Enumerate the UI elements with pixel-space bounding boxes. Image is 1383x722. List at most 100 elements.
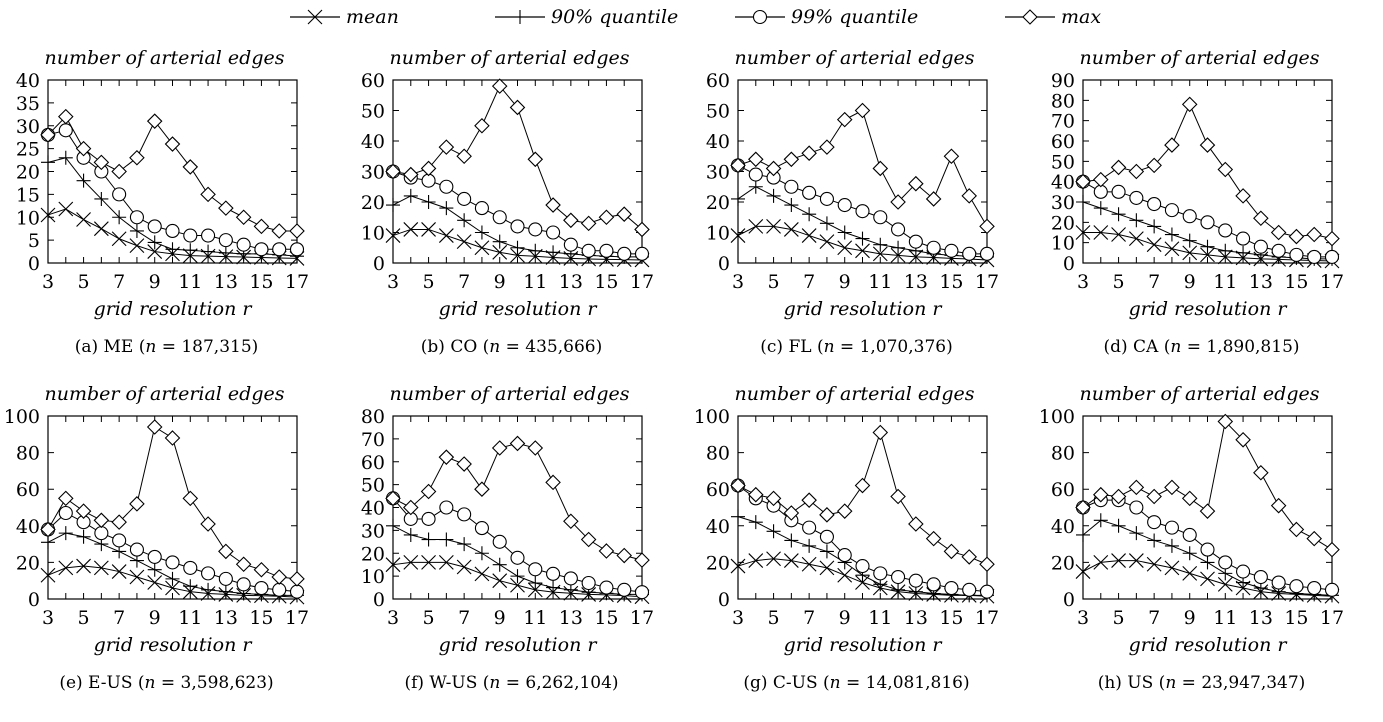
x-tick-label: 5 bbox=[768, 607, 780, 629]
x-tick-label: 9 bbox=[494, 607, 506, 629]
data-point-circle bbox=[1253, 239, 1268, 254]
chart-panel-e-us: number of arterial edges 0 20 40 60 80 100 3 5 7 9… bbox=[0, 370, 345, 722]
data-point-diamond bbox=[961, 549, 977, 565]
data-point-diamond bbox=[961, 188, 977, 204]
data-point-diamond bbox=[385, 490, 401, 507]
data-point-circle bbox=[748, 167, 763, 182]
data-point-plus bbox=[403, 527, 418, 542]
data-point-plus bbox=[403, 188, 418, 203]
data-point-plus bbox=[748, 515, 763, 530]
data-point-plus bbox=[1147, 533, 1162, 548]
panel-caption: (d) CA (n = 1,890,815) bbox=[1103, 337, 1299, 357]
data-point-x bbox=[872, 246, 888, 262]
data-point-diamond bbox=[1253, 210, 1269, 227]
data-point-circle bbox=[129, 210, 144, 225]
data-point-circle bbox=[908, 234, 923, 249]
y-tick-label: 35 bbox=[16, 93, 40, 115]
legend-label: 90% quantile bbox=[551, 6, 678, 28]
series-circle bbox=[1075, 493, 1340, 597]
x-tick-label: 5 bbox=[78, 271, 90, 293]
data-point-plus bbox=[218, 245, 233, 260]
x-tick-label: 7 bbox=[803, 271, 815, 293]
data-point-x bbox=[766, 551, 781, 567]
data-point-circle bbox=[439, 179, 454, 194]
data-point-x bbox=[474, 240, 490, 256]
data-point-circle bbox=[457, 507, 472, 522]
data-point-plus bbox=[76, 173, 91, 188]
data-point-x bbox=[40, 567, 56, 583]
data-point-circle bbox=[599, 243, 614, 258]
data-point-plus bbox=[201, 582, 216, 597]
data-point-diamond bbox=[491, 78, 508, 94]
data-point-circle bbox=[1271, 575, 1286, 590]
data-point-diamond bbox=[146, 419, 163, 435]
chart-svg: number of arterial edges 0 20 40 60 80 100 3 5 7 9… bbox=[694, 383, 999, 693]
data-point-circle bbox=[112, 533, 127, 548]
data-point-x bbox=[403, 222, 419, 237]
data-point-x bbox=[456, 234, 472, 250]
data-point-circle bbox=[546, 566, 561, 581]
data-point-diamond bbox=[1253, 464, 1269, 481]
data-point-diamond bbox=[164, 136, 181, 152]
x-tick-label: 9 bbox=[839, 607, 851, 629]
x-tick-label: 17 bbox=[975, 271, 999, 293]
data-point-x bbox=[403, 555, 419, 570]
data-point-diamond bbox=[1306, 530, 1322, 547]
panel-caption: (b) CO (n = 435,666) bbox=[421, 337, 602, 357]
panel-caption: (g) C-US (n = 14,081,816) bbox=[743, 673, 969, 693]
legend-marker-circle bbox=[752, 9, 768, 25]
y-tick-label: 80 bbox=[1051, 90, 1075, 112]
data-point-x bbox=[76, 558, 91, 574]
data-point-diamond bbox=[235, 209, 252, 226]
y-tick-label: 60 bbox=[706, 70, 730, 92]
data-point-x bbox=[492, 244, 508, 260]
chart-svg: number of arterial edges 0 20 40 60 80 100 3 5 7 9… bbox=[4, 383, 309, 693]
data-point-diamond bbox=[93, 154, 110, 171]
chart-legend: mean 90% quantile 99% quantile max bbox=[0, 0, 1383, 34]
data-point-x bbox=[890, 247, 906, 263]
y-axis-label: number of arterial edges bbox=[390, 383, 630, 405]
data-point-diamond bbox=[801, 492, 817, 508]
x-tick-label: 5 bbox=[423, 271, 435, 293]
data-point-plus bbox=[147, 562, 162, 577]
data-point-circle bbox=[1324, 249, 1340, 264]
series-diamond bbox=[40, 419, 305, 587]
data-point-diamond bbox=[1093, 171, 1109, 188]
data-point-diamond bbox=[1075, 499, 1091, 516]
data-point-x bbox=[730, 228, 746, 243]
data-point-circle bbox=[819, 529, 834, 544]
data-point-plus bbox=[1182, 233, 1197, 248]
data-point-x bbox=[730, 558, 746, 574]
data-point-plus bbox=[457, 213, 472, 228]
series-line bbox=[392, 442, 643, 561]
chart-panel-us: number of arterial edges 0 20 40 60 80 100 3 5 7 9… bbox=[1035, 370, 1380, 722]
data-point-circle bbox=[581, 243, 596, 258]
data-point-diamond bbox=[1128, 163, 1145, 180]
y-tick-label: 20 bbox=[16, 552, 40, 574]
data-point-plus bbox=[1076, 527, 1090, 542]
y-tick-label: 60 bbox=[706, 479, 730, 501]
y-tick-label: 0 bbox=[1063, 589, 1075, 611]
y-tick-label: 50 bbox=[361, 101, 385, 123]
data-point-x bbox=[421, 555, 436, 570]
x-tick-label: 3 bbox=[42, 271, 54, 293]
data-point-diamond bbox=[854, 477, 871, 494]
data-point-diamond bbox=[890, 488, 906, 505]
data-point-x bbox=[783, 222, 799, 237]
x-tick-label: 11 bbox=[523, 607, 547, 629]
data-point-x bbox=[93, 221, 109, 237]
x-tick-label: 17 bbox=[1320, 607, 1344, 629]
data-point-plus bbox=[1111, 207, 1126, 222]
data-point-x bbox=[855, 243, 870, 259]
data-point-x bbox=[837, 567, 853, 583]
data-point-plus bbox=[94, 191, 109, 206]
data-point-x bbox=[40, 207, 56, 223]
data-point-diamond bbox=[1217, 161, 1234, 178]
data-point-circle bbox=[926, 240, 941, 255]
y-axis-label: number of arterial edges bbox=[45, 47, 285, 69]
data-point-diamond bbox=[75, 140, 92, 157]
series-circle bbox=[385, 491, 650, 600]
chart-svg: number of arterial edges 0 10 20 30 40 50 60 3 5 7… bbox=[361, 47, 654, 357]
data-point-diamond bbox=[456, 148, 472, 165]
data-point-plus bbox=[421, 195, 436, 209]
